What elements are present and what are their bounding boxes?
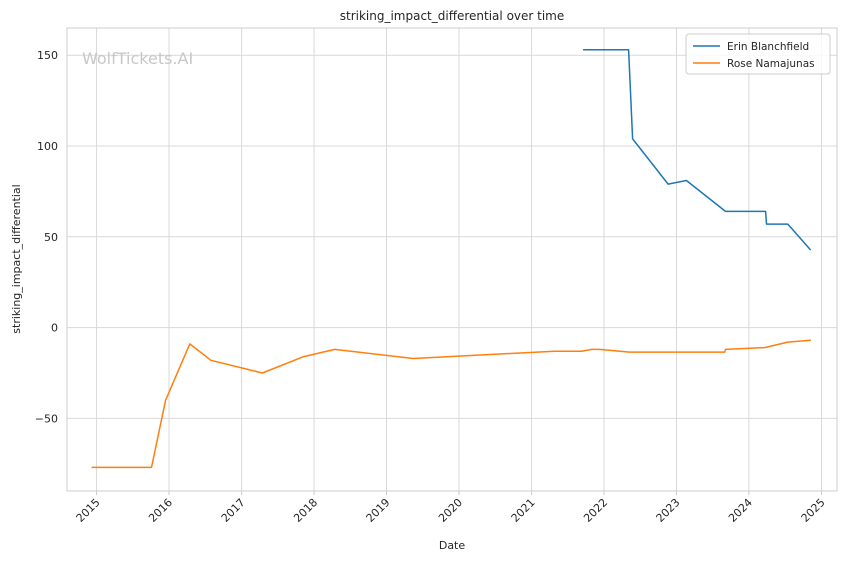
watermark: WolfTickets.AI	[82, 49, 193, 68]
legend: Erin Blanchfield Rose Namajunas	[685, 33, 831, 75]
y-tick-label: 0	[51, 322, 58, 335]
legend-label-2: Rose Namajunas	[727, 58, 815, 70]
series-line-2	[91, 339, 811, 469]
legend-label-1: Erin Blanchfield	[727, 41, 809, 53]
series-layer	[91, 49, 811, 469]
legend-box	[685, 33, 831, 75]
y-tick-label: 150	[37, 49, 58, 62]
grid-lines	[67, 28, 837, 491]
plot-area	[67, 28, 837, 491]
plot-frame	[66, 27, 838, 492]
x-axis-label: Date	[439, 539, 466, 552]
y-axis-label: striking_impact_differential	[10, 184, 23, 333]
y-tick-label: 50	[44, 231, 58, 244]
series-line-1	[582, 49, 811, 251]
y-tick-label: −50	[35, 412, 58, 425]
y-axis-ticks: 150 100 50 0 −50	[35, 49, 58, 425]
y-tick-label: 100	[37, 140, 58, 153]
chart-title: striking_impact_differential over time	[340, 9, 565, 23]
